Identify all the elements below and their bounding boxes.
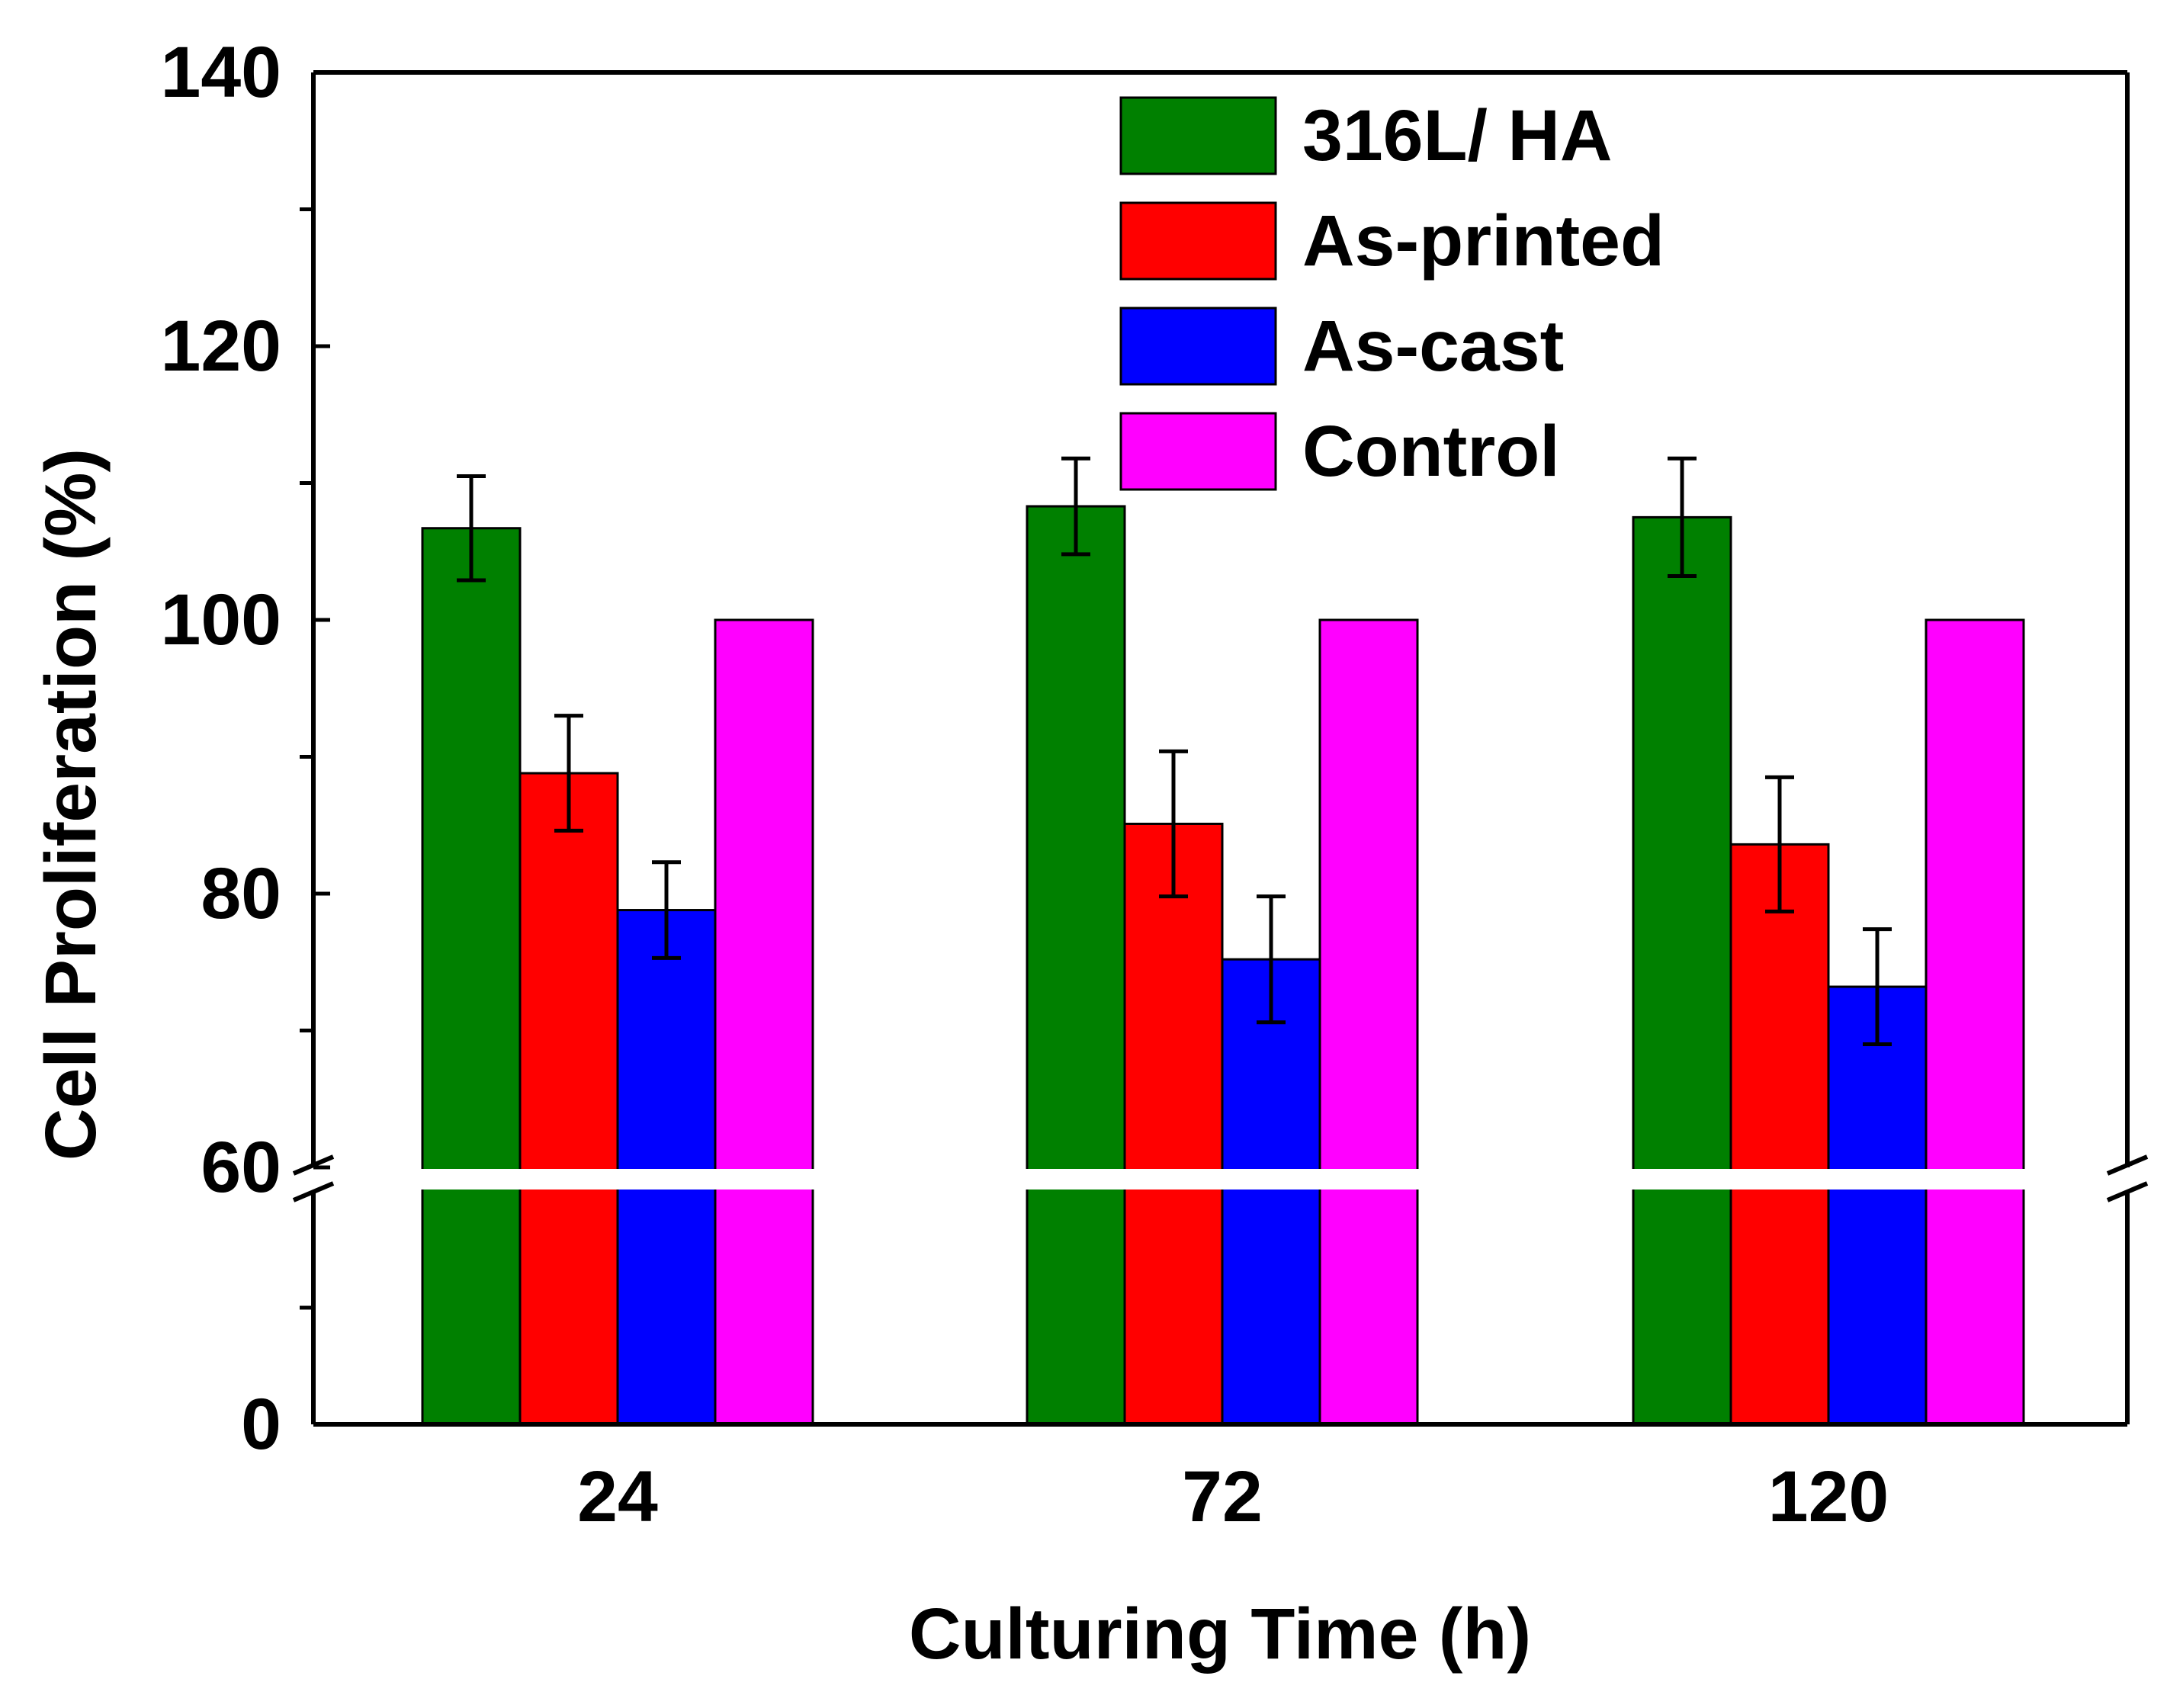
- error-bar-as-cast-24: [652, 860, 681, 960]
- error-bar-as-cast-72: [1257, 894, 1286, 1025]
- x-tick-label: 72: [1182, 1456, 1263, 1537]
- y-tick-label: 80: [201, 853, 281, 934]
- legend-label: As-printed: [1302, 201, 1665, 281]
- x-tick-label: 120: [1768, 1456, 1889, 1537]
- break-mark-right: [2106, 1154, 2149, 1202]
- ticks-layer: 0 60 80 100 120 140 24 72 120: [160, 32, 1889, 1537]
- legend: 316L/ HA As-printed As-cast Control: [1119, 95, 1665, 492]
- error-bar-as-printed-72: [1159, 749, 1188, 899]
- bars-layer: [421, 505, 2025, 1426]
- legend-label: Control: [1302, 411, 1560, 492]
- error-bars-layer: [457, 456, 1892, 1046]
- error-bar-316l-ha-120: [1668, 456, 1697, 579]
- legend-swatch: [1119, 201, 1277, 281]
- bar-as-cast-24: [616, 909, 717, 1426]
- error-bar-as-printed-120: [1765, 775, 1794, 913]
- legend-entry: As-printed: [1119, 201, 1665, 281]
- legend-swatch: [1119, 96, 1277, 175]
- error-bar-as-cast-120: [1863, 927, 1892, 1046]
- bar-as-printed-24: [518, 772, 619, 1426]
- legend-swatch: [1119, 412, 1277, 491]
- bar-control-120: [1925, 618, 2025, 1426]
- bar-316l-ha-72: [1026, 505, 1126, 1426]
- legend-entry: 316L/ HA: [1119, 95, 1613, 176]
- bar-control-72: [1318, 618, 1419, 1426]
- legend-swatch: [1119, 307, 1277, 386]
- break-mark-left: [292, 1154, 335, 1202]
- y-axis-title: Cell Proliferation (%): [30, 448, 111, 1161]
- y-tick-label: 140: [160, 32, 281, 113]
- legend-label: As-cast: [1302, 306, 1564, 387]
- y-tick-label: 120: [160, 306, 281, 387]
- x-axis-title: Culturing Time (h): [909, 1594, 1531, 1674]
- legend-entry: As-cast: [1119, 306, 1564, 387]
- legend-label: 316L/ HA: [1302, 95, 1613, 176]
- error-bar-316l-ha-72: [1061, 456, 1090, 557]
- legend-entry: Control: [1119, 411, 1560, 492]
- axis-break-marks: [292, 1154, 2149, 1202]
- axis-break-gap: [304, 1169, 2136, 1190]
- bar-as-cast-72: [1221, 958, 1321, 1426]
- y-tick-label: 100: [160, 580, 281, 660]
- x-tick-label: 24: [577, 1456, 658, 1537]
- y-tick-label: 60: [201, 1127, 281, 1208]
- bar-as-cast-120: [1827, 985, 1928, 1426]
- bar-316l-ha-120: [1632, 515, 1732, 1426]
- bar-316l-ha-24: [421, 527, 522, 1426]
- bar-as-printed-72: [1123, 822, 1224, 1426]
- error-bar-as-printed-24: [554, 714, 583, 833]
- bar-as-printed-120: [1729, 843, 1830, 1426]
- error-bar-316l-ha-24: [457, 474, 486, 583]
- y-tick-label: 0: [241, 1384, 281, 1465]
- bar-control-24: [714, 618, 814, 1426]
